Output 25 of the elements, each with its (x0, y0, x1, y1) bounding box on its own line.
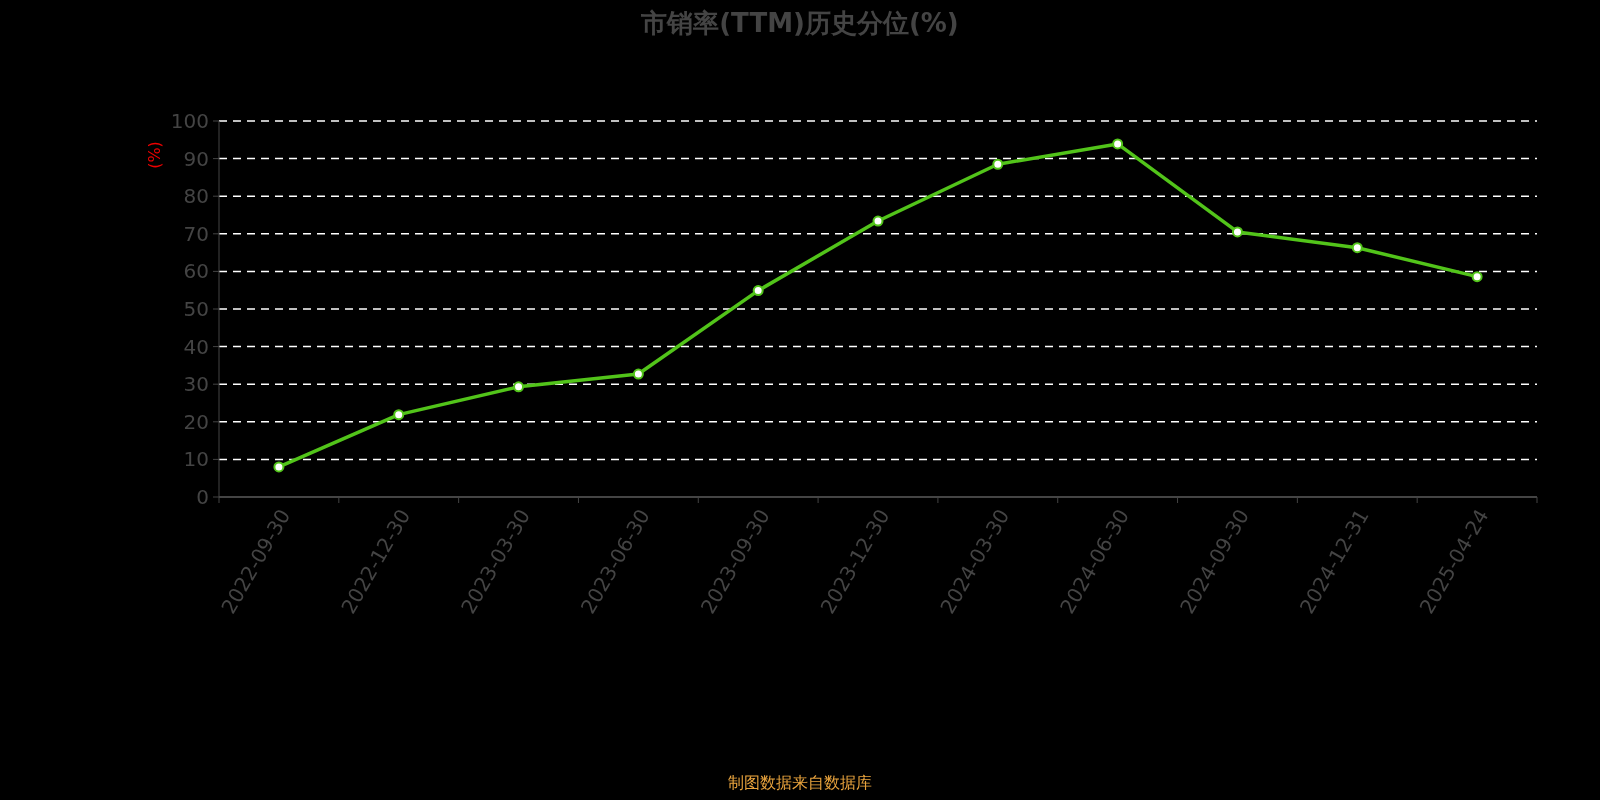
y-tick-label: 0 (196, 485, 209, 509)
point (1471, 271, 1483, 283)
point (992, 158, 1004, 170)
y-tick-label: 90 (183, 146, 209, 171)
y-tick-label: 50 (183, 297, 209, 321)
point (872, 215, 884, 227)
y-tick-label: 20 (183, 409, 209, 434)
text: 制图数据来自数据库 (728, 773, 872, 792)
y-axis-title: (%) (145, 141, 164, 169)
y-tick-label: 10 (183, 447, 209, 472)
point (752, 285, 764, 297)
y-tick-label: 40 (183, 334, 209, 359)
y-tick-label: 80 (183, 184, 209, 209)
point (273, 461, 285, 473)
point (1351, 242, 1363, 254)
y-tick-label: 60 (183, 259, 209, 284)
point (1112, 138, 1124, 150)
y-tick-label: 30 (183, 372, 209, 397)
y-tick-label: 100 (170, 109, 209, 133)
chart-title: 市销率(TTM)历史分位(%) (640, 8, 959, 38)
point (1231, 226, 1243, 238)
point (632, 368, 644, 380)
y-tick-label: 70 (183, 221, 209, 246)
point (513, 381, 525, 393)
point (393, 409, 405, 421)
